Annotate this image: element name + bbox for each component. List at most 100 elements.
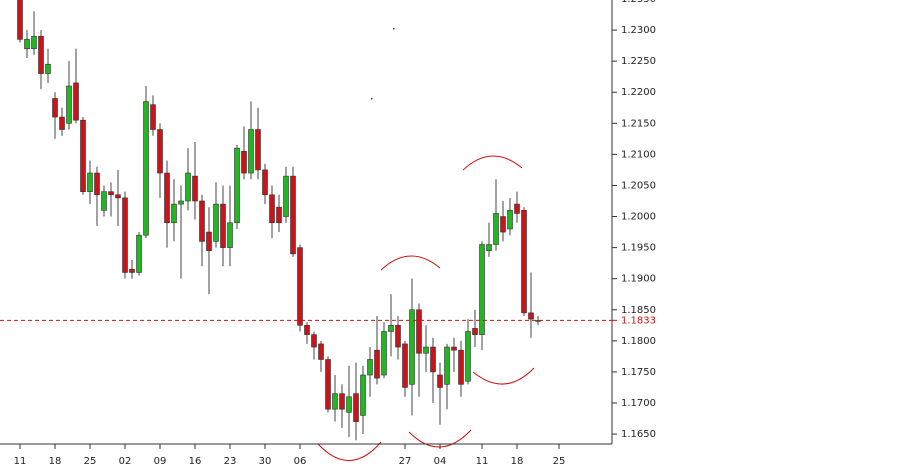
arc xyxy=(317,441,382,461)
annotations xyxy=(317,155,535,461)
candle-body xyxy=(500,216,506,233)
candle-body xyxy=(101,191,107,211)
candle-body xyxy=(381,331,387,376)
candle-body xyxy=(388,324,394,332)
candle-body xyxy=(472,328,478,335)
x-tick-label: 04 xyxy=(434,456,447,467)
y-tick-label: 1.1900 xyxy=(621,274,656,285)
y-tick-label: 1.2000 xyxy=(621,212,656,223)
candle-body xyxy=(150,104,156,130)
candle-body xyxy=(17,0,23,40)
candle-body xyxy=(367,359,373,376)
candle-body xyxy=(178,200,184,205)
y-tick-label: 1.1750 xyxy=(621,367,656,378)
candle-body xyxy=(493,213,499,245)
candle-body xyxy=(409,309,415,385)
candle-body xyxy=(353,393,359,422)
candle-body xyxy=(437,374,443,388)
candle-body xyxy=(38,35,44,74)
candle-body xyxy=(129,269,135,273)
candle-body xyxy=(416,309,422,354)
candle-body xyxy=(199,200,205,242)
x-tick-label: 11 xyxy=(14,456,27,467)
candle-body xyxy=(59,116,65,130)
candle-body xyxy=(262,169,268,196)
x-tick-label: 25 xyxy=(553,456,566,467)
x-tick-label: 11 xyxy=(476,456,489,467)
candle-body xyxy=(311,334,317,348)
candle-body xyxy=(80,119,86,192)
x-tick-label: 09 xyxy=(154,456,167,467)
candle-body xyxy=(465,331,471,382)
candle-body xyxy=(395,324,401,348)
y-tick-label: 1.1650 xyxy=(621,429,656,440)
candle-body xyxy=(185,172,191,202)
candle-body xyxy=(255,129,261,171)
candle-body xyxy=(213,203,219,242)
candle-body xyxy=(24,39,30,50)
y-tick-label: 1.2350 xyxy=(621,0,656,5)
candle-body xyxy=(402,343,408,388)
candle-body xyxy=(332,393,338,410)
candle-body xyxy=(430,346,436,373)
candle-body xyxy=(346,396,352,413)
candle-body xyxy=(192,175,198,202)
candle-body xyxy=(528,312,534,320)
candle-body xyxy=(87,172,93,192)
candle-body xyxy=(458,349,464,385)
candle-body xyxy=(157,129,163,174)
candle-body xyxy=(297,247,303,326)
candle-body xyxy=(171,203,177,224)
dot xyxy=(393,28,395,30)
y-tick-label: 1.1950 xyxy=(621,243,656,254)
current-price-box xyxy=(613,314,673,327)
candle-body xyxy=(220,203,226,248)
candle-body xyxy=(143,101,149,236)
candle-body xyxy=(136,234,142,273)
y-tick-label: 1.1850 xyxy=(621,305,656,316)
y-tick-label: 1.2300 xyxy=(621,25,656,36)
x-tick-label: 18 xyxy=(511,456,524,467)
candle-body xyxy=(444,346,450,385)
y-tick-label: 1.2050 xyxy=(621,180,656,191)
candle-body xyxy=(290,175,296,255)
candle-body xyxy=(73,82,79,121)
candle-body xyxy=(283,175,289,217)
candle-body xyxy=(325,359,331,410)
candle-body xyxy=(276,206,282,224)
current-price-label: 1.1833 xyxy=(621,315,656,326)
x-tick-label: 06 xyxy=(294,456,307,467)
arc xyxy=(462,155,523,171)
candle-body xyxy=(514,203,520,214)
y-tick-label: 1.1800 xyxy=(621,336,656,347)
x-tick-label: 30 xyxy=(259,456,272,467)
candle-body xyxy=(451,346,457,351)
dot xyxy=(371,98,373,100)
x-tick-label: 23 xyxy=(224,456,237,467)
x-tick-label: 25 xyxy=(84,456,97,467)
candle-body xyxy=(374,349,380,379)
candle-body xyxy=(227,222,233,248)
y-tick-label: 1.2100 xyxy=(621,149,656,160)
x-tick-label: 18 xyxy=(49,456,62,467)
candle-body xyxy=(234,147,240,224)
candle-body xyxy=(486,244,492,252)
candle-body xyxy=(31,35,37,50)
x-tick-label: 27 xyxy=(399,456,412,467)
candle-body xyxy=(304,324,310,335)
candle-body xyxy=(241,150,247,174)
candle-body xyxy=(507,210,513,230)
candle-body xyxy=(318,343,324,360)
candle-body xyxy=(164,172,170,224)
candle-body xyxy=(52,98,58,118)
candle-body xyxy=(94,172,100,196)
candle-body xyxy=(339,393,345,410)
arc xyxy=(472,367,535,385)
candle-body xyxy=(248,129,254,174)
x-tick-label: 16 xyxy=(189,456,202,467)
candle-body xyxy=(423,346,429,354)
x-tick-label: 02 xyxy=(119,456,132,467)
candle-body xyxy=(360,374,366,416)
candle-body xyxy=(521,210,527,314)
